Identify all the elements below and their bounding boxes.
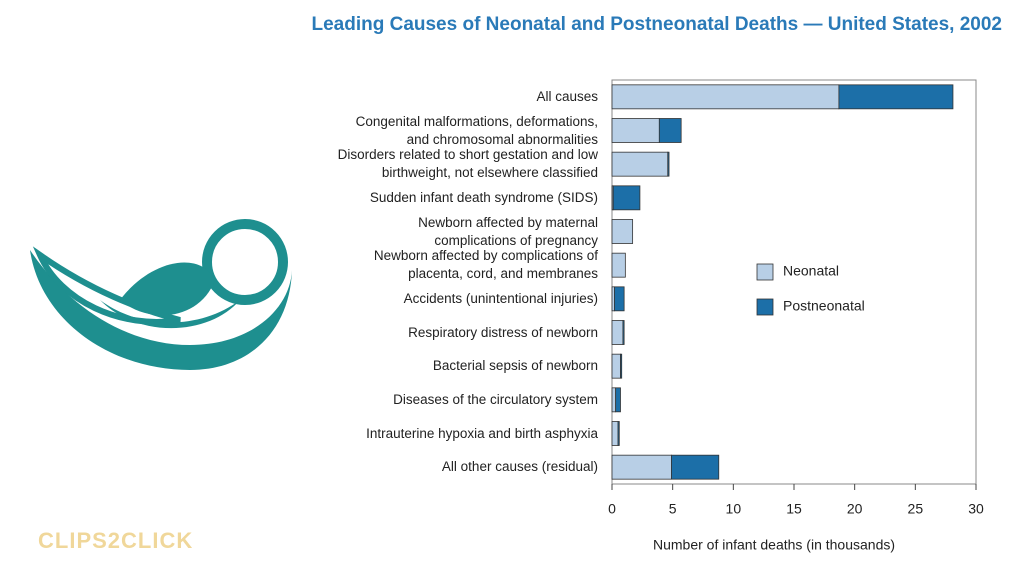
y-tick-label: Accidents (unintentional injuries) [403,290,598,306]
bar-segment [667,151,670,177]
x-axis-label: Number of infant deaths (in thousands) [653,537,895,553]
legend-swatch [756,263,774,281]
chart-title: Leading Causes of Neonatal and Postneona… [311,14,1002,35]
y-tick-label: Respiratory distress of newborn [408,324,598,340]
y-tick-label: Newborn affected by complications of pla… [373,248,598,282]
bar-segment [612,185,641,211]
bar-segment [611,421,619,446]
y-tick-label: Disorders related to short gestation and… [337,147,598,181]
bar-segment [611,454,672,480]
legend-swatch [756,298,774,316]
bar-segment [611,252,626,278]
y-tick-label: All other causes (residual) [441,459,598,475]
bar-segment [611,353,621,379]
bar-segment [622,320,625,345]
y-tick-label: Bacterial sepsis of newborn [432,358,598,374]
bar-segment [611,84,840,110]
bar-segment [611,219,634,244]
y-tick-label: Congenital malformations, deformations, … [355,113,598,147]
y-tick-label: Diseases of the circulatory system [393,391,598,407]
logo [30,219,292,370]
x-tick-label: 30 [968,501,984,517]
watermark: CLIPS2CLICK [38,528,194,553]
bar-segment [615,387,621,413]
y-tick-label: Sudden infant death syndrome (SIDS) [369,189,598,205]
bar-segment [611,387,617,413]
bar-segment [671,454,720,480]
y-tick-label: Intrauterine hypoxia and birth asphyxia [366,425,598,441]
bar-segment [838,84,954,110]
x-tick-label: 20 [847,501,863,517]
bar-segment [658,118,682,143]
x-tick-label: 15 [786,501,802,517]
x-tick-label: 0 [608,501,616,517]
legend-label: Neonatal [783,263,839,279]
x-tick-label: 25 [908,501,924,517]
bar-segment [617,421,620,446]
y-tick-label: Newborn affected by maternal complicatio… [418,214,598,248]
bar-segment [614,286,625,312]
bar-segment [611,320,624,345]
y-tick-label: All causes [536,88,598,104]
x-tick-label: 5 [669,501,677,517]
bar-segment [620,353,623,379]
bar-segment [611,151,669,177]
bar-segment [611,118,660,143]
legend-label: Postneonatal [783,298,865,314]
x-tick-label: 10 [726,501,742,517]
